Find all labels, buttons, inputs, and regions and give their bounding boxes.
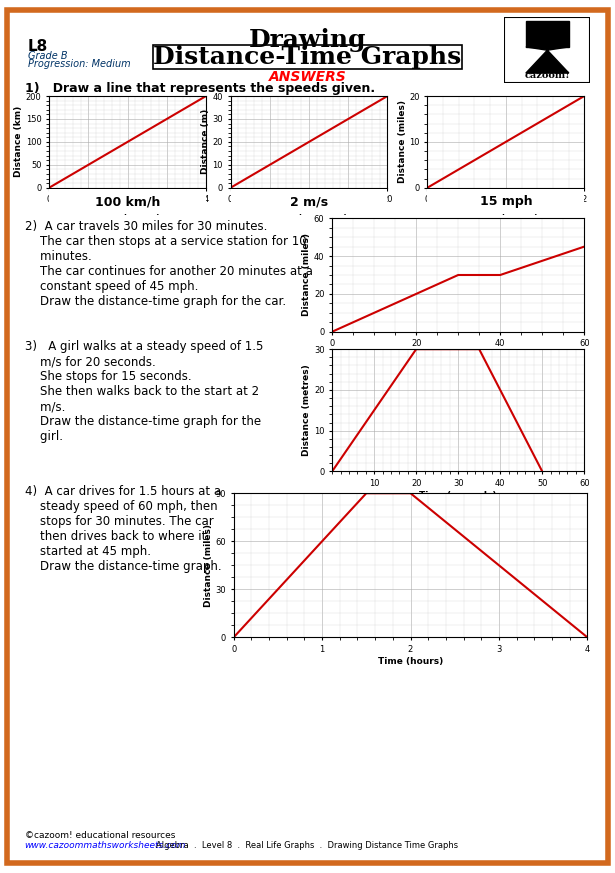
Polygon shape: [526, 21, 569, 47]
Text: 3)   A girl walks at a steady speed of 1.5
    m/s for 20 seconds.
    She stops: 3) A girl walks at a steady speed of 1.5…: [25, 340, 263, 443]
Y-axis label: Distance (miles): Distance (miles): [302, 233, 311, 317]
Text: 4)  A car drives for 1.5 hours at a
    steady speed of 60 mph, then
    stops f: 4) A car drives for 1.5 hours at a stead…: [25, 485, 221, 573]
Text: www.cazoommathsworksheets.com: www.cazoommathsworksheets.com: [25, 842, 186, 850]
Text: 100 km/h: 100 km/h: [95, 196, 161, 208]
Y-axis label: Distance (metres): Distance (metres): [302, 364, 311, 457]
Y-axis label: Distance (km): Distance (km): [14, 107, 23, 177]
Text: cazoom!: cazoom!: [525, 71, 570, 79]
Text: Progression: Medium: Progression: Medium: [28, 59, 130, 69]
Text: ANSWERS: ANSWERS: [269, 70, 346, 84]
Y-axis label: Distance (miles): Distance (miles): [204, 524, 213, 607]
Text: Algebra  .  Level 8  .  Real Life Graphs  .  Drawing Distance Time Graphs: Algebra . Level 8 . Real Life Graphs . D…: [156, 842, 459, 850]
Text: Drawing: Drawing: [248, 28, 367, 52]
X-axis label: Time (hours): Time (hours): [95, 207, 161, 217]
Text: 15 mph: 15 mph: [480, 196, 532, 208]
X-axis label: Time (minutes): Time (minutes): [419, 351, 497, 361]
Text: 2)  A car travels 30 miles for 30 minutes.
    The car then stops at a service s: 2) A car travels 30 miles for 30 minutes…: [25, 220, 312, 308]
Text: Grade B: Grade B: [28, 51, 67, 60]
X-axis label: Time (hours): Time (hours): [473, 207, 539, 217]
Y-axis label: Distance (miles): Distance (miles): [397, 100, 407, 183]
FancyBboxPatch shape: [419, 189, 592, 215]
Text: Distance-Time Graphs: Distance-Time Graphs: [153, 45, 462, 69]
X-axis label: Time (hours): Time (hours): [378, 656, 443, 666]
FancyBboxPatch shape: [504, 17, 590, 83]
X-axis label: Time (seconds): Time (seconds): [419, 491, 497, 500]
FancyBboxPatch shape: [41, 189, 214, 215]
FancyBboxPatch shape: [223, 189, 395, 215]
X-axis label: Time (seconds): Time (seconds): [270, 207, 348, 217]
Text: 2 m/s: 2 m/s: [290, 196, 328, 208]
Y-axis label: Distance (m): Distance (m): [200, 109, 210, 175]
Polygon shape: [526, 47, 569, 73]
Text: ©cazoom! educational resources: ©cazoom! educational resources: [25, 831, 175, 840]
Text: L8: L8: [28, 39, 48, 54]
Text: 1)   Draw a line that represents the speeds given.: 1) Draw a line that represents the speed…: [25, 82, 375, 95]
